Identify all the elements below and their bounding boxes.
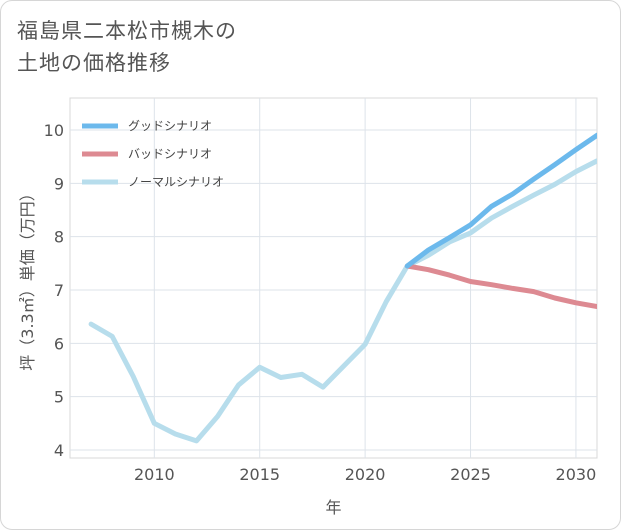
series-line-2 [88,158,597,444]
series-line-1 [404,263,597,309]
y-tick-label-5: 5 [54,388,64,407]
x-tick-label-2010: 2010 [134,465,175,484]
y-tick-label-7: 7 [54,281,64,300]
y-axis-title: 坪（3.3㎡）単価（万円） [18,185,37,370]
chart-title: 福島県二本松市槻木の 土地の価格推移 [17,19,237,75]
x-tick-label-2025: 2025 [450,465,491,484]
legend-label-0: グッドシナリオ [128,119,212,133]
y-tick-label-8: 8 [54,228,64,247]
x-axis-title: 年 [325,498,341,517]
y-tick-label-6: 6 [54,334,64,353]
x-tick-label-2020: 2020 [345,465,386,484]
legend-label-2: ノーマルシナリオ [128,175,224,189]
x-tick-label-2030: 2030 [556,465,597,484]
y-tick-label-10: 10 [44,121,64,140]
x-tick-label-2015: 2015 [239,465,280,484]
y-tick-label-4: 4 [54,441,64,460]
series-line-0 [404,132,597,269]
legend-label-1: バッドシナリオ [128,147,212,161]
y-tick-label-9: 9 [54,174,64,193]
plot-area [69,97,598,459]
